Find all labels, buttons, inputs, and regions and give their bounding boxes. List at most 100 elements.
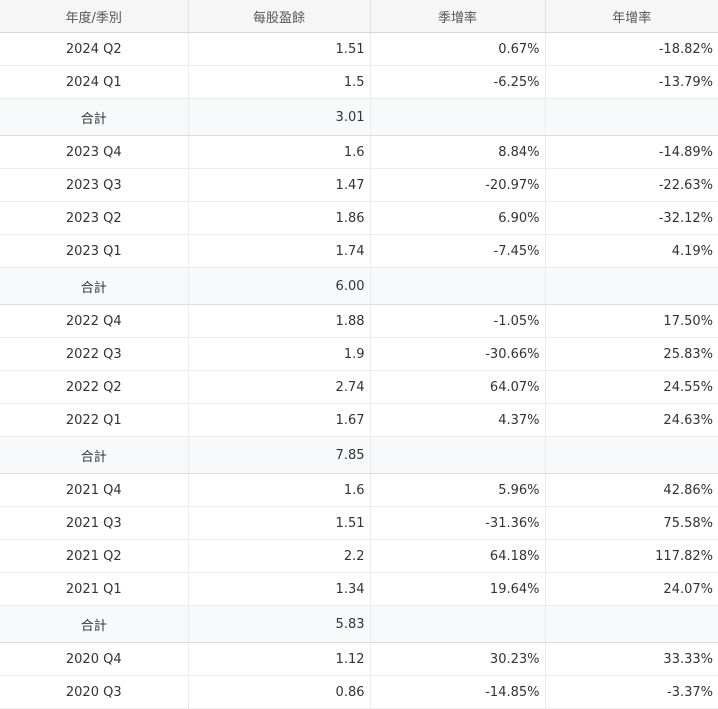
table-row: 2024 Q2 1.51 0.67% -18.82% <box>0 32 718 66</box>
eps-cell: 3.01 <box>188 98 371 136</box>
yoy-cell: -14.89% <box>545 135 718 169</box>
table-row: 2020 Q4 1.12 30.23% 33.33% <box>0 642 718 676</box>
yoy-cell: 33.33% <box>545 642 718 676</box>
yoy-cell <box>545 98 718 136</box>
period-cell: 2024 Q1 <box>0 65 189 99</box>
period-cell: 2023 Q4 <box>0 135 189 169</box>
qoq-cell: -14.85% <box>370 675 546 709</box>
eps-cell: 1.74 <box>188 234 371 268</box>
qoq-cell: 6.90% <box>370 201 546 235</box>
table-row: 2021 Q4 1.6 5.96% 42.86% <box>0 473 718 507</box>
yoy-cell: 4.19% <box>545 234 718 268</box>
header-row: 年度/季別 每股盈餘 季增率 年增率 <box>0 0 718 33</box>
qoq-cell <box>370 605 546 643</box>
eps-cell: 7.85 <box>188 436 371 474</box>
period-cell: 2021 Q3 <box>0 506 189 540</box>
period-cell: 合計 <box>0 605 189 643</box>
yoy-cell: 24.63% <box>545 403 718 437</box>
period-cell: 合計 <box>0 436 189 474</box>
qoq-cell <box>370 98 546 136</box>
table-row: 2020 Q3 0.86 -14.85% -3.37% <box>0 675 718 709</box>
table-row: 2021 Q3 1.51 -31.36% 75.58% <box>0 506 718 540</box>
eps-cell: 1.51 <box>188 506 371 540</box>
eps-cell: 2.74 <box>188 370 371 404</box>
period-cell: 2022 Q1 <box>0 403 189 437</box>
qoq-cell: -7.45% <box>370 234 546 268</box>
period-cell: 2021 Q1 <box>0 572 189 606</box>
eps-cell: 1.34 <box>188 572 371 606</box>
yoy-cell: 24.07% <box>545 572 718 606</box>
qoq-cell: 19.64% <box>370 572 546 606</box>
eps-cell: 1.5 <box>188 65 371 99</box>
eps-cell: 1.9 <box>188 337 371 371</box>
yoy-cell <box>545 267 718 305</box>
qoq-cell: 64.07% <box>370 370 546 404</box>
table-row: 2022 Q2 2.74 64.07% 24.55% <box>0 370 718 404</box>
yoy-cell: 117.82% <box>545 539 718 573</box>
table-header: 年度/季別 每股盈餘 季增率 年增率 <box>0 0 718 33</box>
eps-cell: 2.2 <box>188 539 371 573</box>
eps-cell: 1.47 <box>188 168 371 202</box>
table-row: 2022 Q1 1.67 4.37% 24.63% <box>0 403 718 437</box>
period-cell: 2023 Q3 <box>0 168 189 202</box>
table-row: 2023 Q2 1.86 6.90% -32.12% <box>0 201 718 235</box>
period-cell: 2022 Q4 <box>0 304 189 338</box>
yoy-cell: -3.37% <box>545 675 718 709</box>
table-row: 2021 Q1 1.34 19.64% 24.07% <box>0 572 718 606</box>
qoq-cell: 64.18% <box>370 539 546 573</box>
eps-cell: 5.83 <box>188 605 371 643</box>
period-cell: 合計 <box>0 98 189 136</box>
table-row: 2024 Q1 1.5 -6.25% -13.79% <box>0 65 718 99</box>
table-body: 2024 Q2 1.51 0.67% -18.82% 2024 Q1 1.5 -6.25% -… <box>0 32 718 709</box>
yoy-cell <box>545 436 718 474</box>
table-row: 2022 Q3 1.9 -30.66% 25.83% <box>0 337 718 371</box>
eps-cell: 0.86 <box>188 675 371 709</box>
eps-cell: 1.88 <box>188 304 371 338</box>
qoq-cell: 0.67% <box>370 32 546 66</box>
eps-cell: 1.6 <box>188 473 371 507</box>
total-row: 合計 6.00 <box>0 267 718 305</box>
qoq-cell: 5.96% <box>370 473 546 507</box>
eps-cell: 1.86 <box>188 201 371 235</box>
period-cell: 2024 Q2 <box>0 32 189 66</box>
yoy-cell: 17.50% <box>545 304 718 338</box>
qoq-cell: 4.37% <box>370 403 546 437</box>
total-row: 合計 7.85 <box>0 436 718 474</box>
yoy-cell: 75.58% <box>545 506 718 540</box>
qoq-cell: -20.97% <box>370 168 546 202</box>
table-row: 2023 Q3 1.47 -20.97% -22.63% <box>0 168 718 202</box>
qoq-cell: -30.66% <box>370 337 546 371</box>
yoy-cell: -18.82% <box>545 32 718 66</box>
period-cell: 合計 <box>0 267 189 305</box>
table-row: 2023 Q1 1.74 -7.45% 4.19% <box>0 234 718 268</box>
yoy-cell: -32.12% <box>545 201 718 235</box>
total-row: 合計 3.01 <box>0 98 718 136</box>
column-header-yoy[interactable]: 年增率 <box>545 0 718 33</box>
period-cell: 2022 Q2 <box>0 370 189 404</box>
yoy-cell: 25.83% <box>545 337 718 371</box>
column-header-qoq[interactable]: 季增率 <box>370 0 546 33</box>
eps-cell: 1.12 <box>188 642 371 676</box>
column-header-eps[interactable]: 每股盈餘 <box>188 0 371 33</box>
yoy-cell: 24.55% <box>545 370 718 404</box>
eps-cell: 1.51 <box>188 32 371 66</box>
eps-cell: 1.67 <box>188 403 371 437</box>
period-cell: 2021 Q4 <box>0 473 189 507</box>
qoq-cell: 30.23% <box>370 642 546 676</box>
table-row: 2021 Q2 2.2 64.18% 117.82% <box>0 539 718 573</box>
yoy-cell <box>545 605 718 643</box>
qoq-cell <box>370 267 546 305</box>
qoq-cell: -6.25% <box>370 65 546 99</box>
qoq-cell <box>370 436 546 474</box>
total-row: 合計 5.83 <box>0 605 718 643</box>
column-header-period[interactable]: 年度/季別 <box>0 0 189 33</box>
yoy-cell: 42.86% <box>545 473 718 507</box>
table-row: 2022 Q4 1.88 -1.05% 17.50% <box>0 304 718 338</box>
period-cell: 2023 Q1 <box>0 234 189 268</box>
period-cell: 2020 Q3 <box>0 675 189 709</box>
qoq-cell: 8.84% <box>370 135 546 169</box>
eps-cell: 1.6 <box>188 135 371 169</box>
yoy-cell: -22.63% <box>545 168 718 202</box>
yoy-cell: -13.79% <box>545 65 718 99</box>
